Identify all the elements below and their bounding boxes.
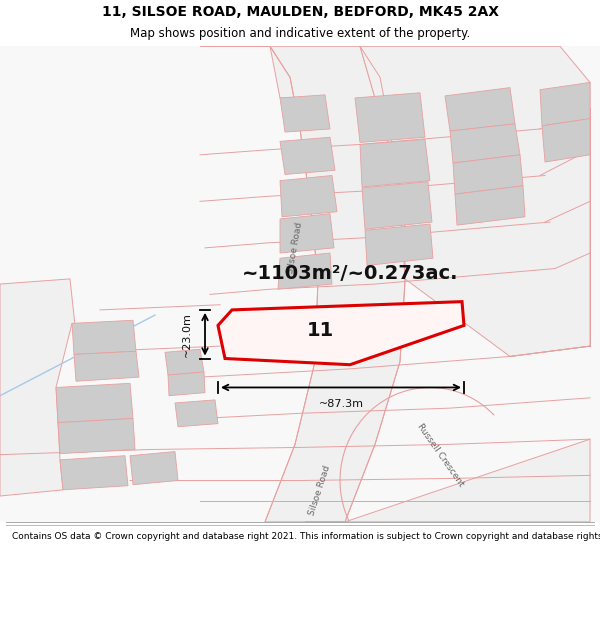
Polygon shape [265,46,405,522]
Polygon shape [453,155,523,194]
Polygon shape [60,456,128,490]
Polygon shape [218,302,464,365]
Text: Silsoe Road: Silsoe Road [286,221,304,274]
Polygon shape [450,124,520,163]
Polygon shape [455,186,525,225]
Polygon shape [360,139,430,187]
Polygon shape [56,383,133,423]
Polygon shape [362,182,432,229]
Polygon shape [355,92,425,142]
Polygon shape [445,88,515,131]
Text: ~1103m²/~0.273ac.: ~1103m²/~0.273ac. [242,264,458,283]
Polygon shape [360,46,590,356]
Polygon shape [175,400,218,427]
Polygon shape [278,253,332,289]
Text: Russell Crescent: Russell Crescent [415,421,465,488]
Text: ~87.3m: ~87.3m [319,399,364,409]
Polygon shape [0,46,600,522]
Polygon shape [280,138,335,174]
Polygon shape [365,224,433,266]
Polygon shape [542,119,590,162]
Polygon shape [72,320,136,354]
Polygon shape [58,419,135,454]
Text: ~23.0m: ~23.0m [182,312,192,357]
Text: Silsoe Road: Silsoe Road [308,464,332,517]
Polygon shape [168,372,205,396]
Text: Map shows position and indicative extent of the property.: Map shows position and indicative extent… [130,28,470,40]
Text: 11, SILSOE ROAD, MAULDEN, BEDFORD, MK45 2AX: 11, SILSOE ROAD, MAULDEN, BEDFORD, MK45 … [101,6,499,19]
Polygon shape [165,349,204,375]
Text: 11: 11 [307,321,334,340]
Polygon shape [74,351,139,381]
Polygon shape [280,95,330,132]
Polygon shape [540,82,590,126]
Polygon shape [200,46,560,98]
Polygon shape [280,214,334,253]
Polygon shape [0,279,75,496]
Text: Contains OS data © Crown copyright and database right 2021. This information is : Contains OS data © Crown copyright and d… [12,532,600,541]
Polygon shape [130,452,178,484]
Polygon shape [305,439,590,522]
Polygon shape [280,176,337,217]
